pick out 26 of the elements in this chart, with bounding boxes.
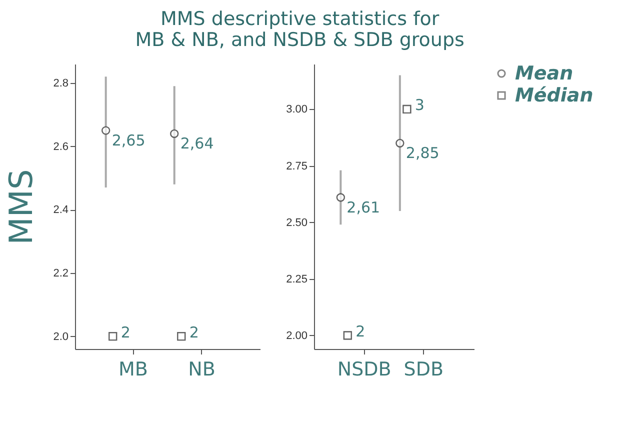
legend-label: Médian	[515, 84, 594, 106]
y-tick-label: 2.00	[286, 330, 308, 342]
data-label: 2	[189, 323, 199, 342]
y-tick-label: 2.75	[286, 160, 308, 172]
x-tick-label: MB	[118, 358, 148, 380]
y-tick-label: 2.25	[286, 273, 308, 286]
y-axis-title: MMS	[2, 169, 40, 245]
text: MMS descriptive statistics for MB & NB, and NSDB & SDB groups	[135, 8, 464, 51]
y-tick-label: 2.6	[53, 140, 68, 153]
y-tick-label: 3.00	[286, 104, 308, 116]
data-label: 2	[120, 323, 130, 342]
data-label: 2,61	[346, 198, 380, 216]
data-label: 2	[356, 322, 366, 340]
y-tick-label: 2.8	[53, 78, 68, 90]
x-tick-label: SDB	[404, 358, 444, 380]
data-label: 2,85	[406, 144, 440, 162]
data-label: 2,64	[180, 134, 214, 153]
x-tick-label: NB	[188, 358, 216, 380]
data-label: 2,65	[112, 132, 146, 150]
y-tick-label: 2.4	[53, 204, 68, 216]
data-label: 3	[414, 96, 424, 114]
x-tick-label: NSDB	[337, 358, 392, 380]
legend-label: Mean	[515, 62, 574, 84]
y-tick-label: 2.50	[286, 216, 308, 229]
y-tick-label: 2.2	[53, 268, 68, 280]
y-tick-label: 2.0	[53, 330, 68, 343]
